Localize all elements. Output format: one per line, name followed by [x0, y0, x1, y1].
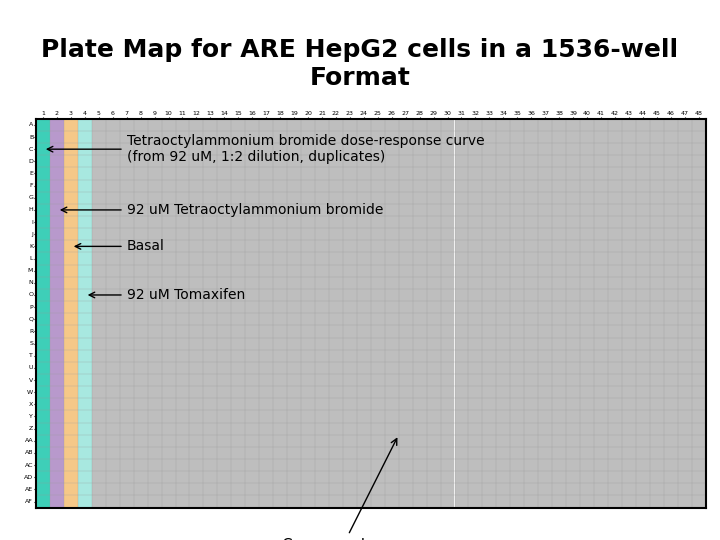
Bar: [246, 119, 259, 508]
Bar: [231, 119, 246, 508]
Bar: [636, 119, 650, 508]
Text: 92 uM Tetraoctylammonium bromide: 92 uM Tetraoctylammonium bromide: [61, 203, 383, 217]
Bar: [692, 119, 706, 508]
Bar: [217, 119, 231, 508]
Bar: [148, 119, 161, 508]
Bar: [622, 119, 636, 508]
Bar: [50, 119, 64, 508]
Bar: [649, 119, 664, 508]
Bar: [161, 119, 176, 508]
Bar: [566, 119, 580, 508]
Bar: [315, 119, 329, 508]
Bar: [189, 119, 203, 508]
Bar: [496, 119, 510, 508]
Bar: [176, 119, 189, 508]
Bar: [287, 119, 301, 508]
Bar: [594, 119, 608, 508]
Bar: [552, 119, 566, 508]
Bar: [510, 119, 524, 508]
Bar: [524, 119, 539, 508]
Bar: [36, 119, 50, 508]
Bar: [413, 119, 426, 508]
Bar: [678, 119, 692, 508]
Bar: [343, 119, 357, 508]
Bar: [273, 119, 287, 508]
Bar: [259, 119, 273, 508]
Text: Tetraoctylammonium bromide dose-response curve
(from 92 uM, 1:2 dilution, duplic: Tetraoctylammonium bromide dose-response…: [48, 134, 485, 164]
Bar: [329, 119, 343, 508]
Bar: [399, 119, 413, 508]
Bar: [203, 119, 217, 508]
Bar: [78, 119, 92, 508]
Bar: [92, 119, 106, 508]
Bar: [469, 119, 482, 508]
Text: Compound area: Compound area: [282, 438, 404, 540]
Text: 92 uM Tomaxifen: 92 uM Tomaxifen: [89, 288, 245, 302]
Bar: [441, 119, 454, 508]
Bar: [120, 119, 134, 508]
Bar: [539, 119, 552, 508]
Bar: [134, 119, 148, 508]
Bar: [301, 119, 315, 508]
Text: Basal: Basal: [75, 239, 165, 253]
Bar: [64, 119, 78, 508]
Bar: [454, 119, 469, 508]
Bar: [664, 119, 678, 508]
Bar: [106, 119, 120, 508]
Bar: [608, 119, 622, 508]
Bar: [580, 119, 594, 508]
Text: Plate Map for ARE HepG2 cells in a 1536-well
Format: Plate Map for ARE HepG2 cells in a 1536-…: [42, 38, 678, 90]
Bar: [482, 119, 496, 508]
Bar: [371, 119, 384, 508]
Bar: [384, 119, 399, 508]
Bar: [426, 119, 441, 508]
Bar: [357, 119, 371, 508]
